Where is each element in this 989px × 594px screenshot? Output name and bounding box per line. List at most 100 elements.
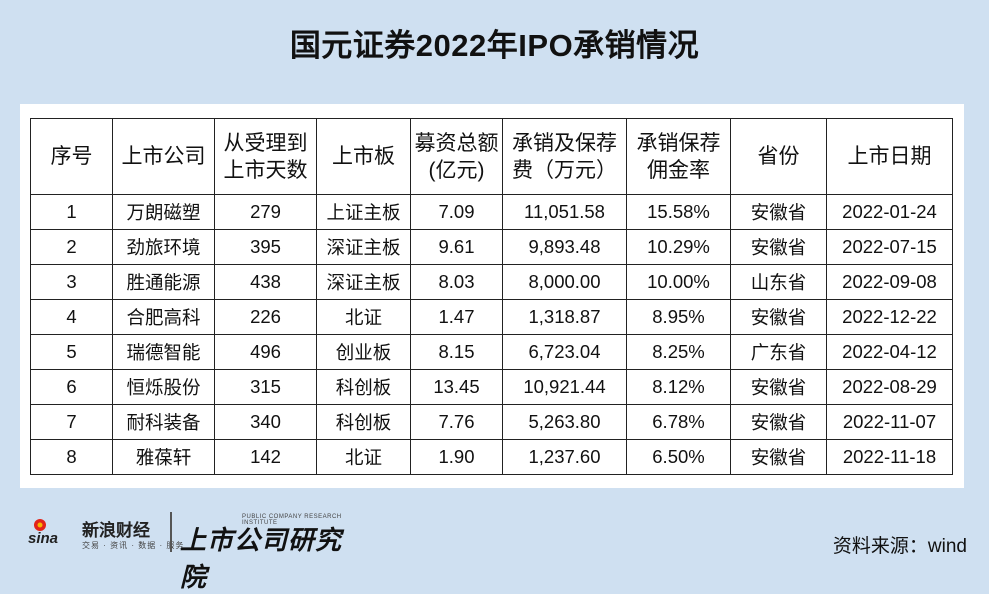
table-cell: 10.00% (626, 264, 731, 300)
table-cell: 1,318.87 (502, 299, 627, 335)
table-cell: 8,000.00 (502, 264, 627, 300)
table-cell: 11,051.58 (502, 194, 627, 230)
column-header-line: 承销保荐 (636, 131, 721, 155)
column-header: 从受理到 上市天数 (214, 118, 317, 195)
column-header-line: 佣金率 (647, 158, 710, 182)
ipo-table: 序号 上市公司 从受理到 上市天数 上市板 募资总额 (亿元) 承销及保荐 费（万元） 承销保荐佣… (30, 118, 953, 475)
column-header: 序号 (30, 118, 113, 195)
table-cell: 1.47 (410, 299, 503, 335)
table-cell: 安徽省 (730, 229, 827, 265)
table-header-row: 序号 上市公司 从受理到 上市天数 上市板 募资总额 (亿元) 承销及保荐 费（万元） 承销保荐佣… (30, 118, 953, 195)
column-header-line: 上市板 (332, 145, 395, 168)
table-cell: 8.03 (410, 264, 503, 300)
table-cell: 上证主板 (316, 194, 411, 230)
column-header: 上市公司 (112, 118, 215, 195)
column-header-line: 上市公司 (121, 145, 206, 168)
table-row: 8 雅葆轩 142 北证 1.90 1,237.60 6.50% 安徽省 2022-11-18 (30, 439, 953, 475)
table-cell: 226 (214, 299, 317, 335)
table-cell: 315 (214, 369, 317, 405)
column-header: 上市板 (316, 118, 411, 195)
table-cell: 北证 (316, 439, 411, 475)
footer-logos: sina 新浪财经 交易 · 资讯 · 数据 · 服务 PUBLIC COMPA… (20, 508, 360, 592)
table-row: 5 瑞德智能 496 创业板 8.15 6,723.04 8.25% 广东省 2022-04-1… (30, 334, 953, 370)
table-cell: 安徽省 (730, 439, 827, 475)
table-cell: 创业板 (316, 334, 411, 370)
table-cell: 北证 (316, 299, 411, 335)
table-cell: 8.15 (410, 334, 503, 370)
table-cell: 深证主板 (316, 264, 411, 300)
table-cell: 科创板 (316, 369, 411, 405)
table-cell: 2022-01-24 (826, 194, 953, 230)
table-row: 1 万朗磁塑 279 上证主板 7.09 11,051.58 15.58% 安徽省 2022-0… (30, 194, 953, 230)
table-cell: 6 (30, 369, 113, 405)
table-cell: 2022-11-18 (826, 439, 953, 475)
column-header-line: 序号 (50, 145, 93, 168)
column-header-line: (亿元) (428, 158, 485, 182)
brand-tagline: PUBLIC COMPANY RESEARCH INSTITUTE (242, 514, 342, 526)
column-header: 承销保荐 佣金率 (626, 118, 731, 195)
column-header: 省份 (730, 118, 827, 195)
table-cell: 340 (214, 404, 317, 440)
column-header-line: 从受理到 (223, 131, 308, 155)
table-cell: 2022-07-15 (826, 229, 953, 265)
table-row: 7 耐科装备 340 科创板 7.76 5,263.80 6.78% 安徽省 2022-11-0… (30, 404, 953, 440)
table-cell: 安徽省 (730, 369, 827, 405)
table-cell: 瑞德智能 (112, 334, 215, 370)
table-cell: 5 (30, 334, 113, 370)
table-cell: 1 (30, 194, 113, 230)
table-cell: 8 (30, 439, 113, 475)
table-cell: 2 (30, 229, 113, 265)
data-source: 资料来源：wind (832, 536, 967, 557)
sina-tagline: 交易 · 资讯 · 数据 · 服务 (82, 541, 185, 550)
table-cell: 科创板 (316, 404, 411, 440)
table-cell: 279 (214, 194, 317, 230)
table-cell: 2022-09-08 (826, 264, 953, 300)
table-cell: 438 (214, 264, 317, 300)
table-cell: 耐科装备 (112, 404, 215, 440)
column-header-line: 费（万元） (512, 158, 617, 182)
table-cell: 10.29% (626, 229, 731, 265)
table-row: 3 胜通能源 438 深证主板 8.03 8,000.00 10.00% 山东省 2022-09… (30, 264, 953, 300)
table-cell: 6.78% (626, 404, 731, 440)
table-row: 4 合肥高科 226 北证 1.47 1,318.87 8.95% 安徽省 2022-12-22 (30, 299, 953, 335)
table-cell: 6.50% (626, 439, 731, 475)
table-cell: 9.61 (410, 229, 503, 265)
table-panel: 序号 上市公司 从受理到 上市天数 上市板 募资总额 (亿元) 承销及保荐 费（万元） 承销保荐佣… (20, 104, 964, 488)
table-cell: 合肥高科 (112, 299, 215, 335)
column-header-line: 省份 (757, 145, 800, 168)
column-header-line: 承销及保荐 (512, 131, 617, 155)
table-cell: 7.76 (410, 404, 503, 440)
column-header: 承销及保荐费（万元） (502, 118, 627, 195)
page-title: 国元证券2022年IPO承销情况 (289, 28, 700, 63)
table-cell: 8.25% (626, 334, 731, 370)
table-row: 6 恒烁股份 315 科创板 13.45 10,921.44 8.12% 安徽省 2022-08… (30, 369, 953, 405)
table-cell: 2022-08-29 (826, 369, 953, 405)
table-cell: 7 (30, 404, 113, 440)
table-cell: 10,921.44 (502, 369, 627, 405)
table-cell: 山东省 (730, 264, 827, 300)
table-body: 1 万朗磁塑 279 上证主板 7.09 11,051.58 15.58% 安徽省 2022-0… (30, 194, 953, 475)
column-header: 募资总额 (亿元) (410, 118, 503, 195)
table-cell: 万朗磁塑 (112, 194, 215, 230)
sina-logo-icon: sina (28, 519, 58, 546)
table-cell: 劲旅环境 (112, 229, 215, 265)
table-row: 2 劲旅环境 395 深证主板 9.61 9,893.48 10.29% 安徽省 2022-07… (30, 229, 953, 265)
table-cell: 8.95% (626, 299, 731, 335)
table-cell: 13.45 (410, 369, 503, 405)
table-cell: 15.58% (626, 194, 731, 230)
table-cell: 5,263.80 (502, 404, 627, 440)
sina-logo-text: sina (28, 530, 58, 546)
column-header: 上市日期 (826, 118, 953, 195)
column-header-line: 上市日期 (847, 145, 932, 168)
table-cell: 7.09 (410, 194, 503, 230)
table-cell: 安徽省 (730, 194, 827, 230)
table-cell: 深证主板 (316, 229, 411, 265)
table-cell: 2022-04-12 (826, 334, 953, 370)
table-cell: 1.90 (410, 439, 503, 475)
table-cell: 胜通能源 (112, 264, 215, 300)
table-cell: 安徽省 (730, 299, 827, 335)
table-cell: 安徽省 (730, 404, 827, 440)
column-header-line: 上市天数 (223, 158, 308, 182)
table-cell: 142 (214, 439, 317, 475)
sina-name: 新浪财经 (82, 521, 150, 540)
